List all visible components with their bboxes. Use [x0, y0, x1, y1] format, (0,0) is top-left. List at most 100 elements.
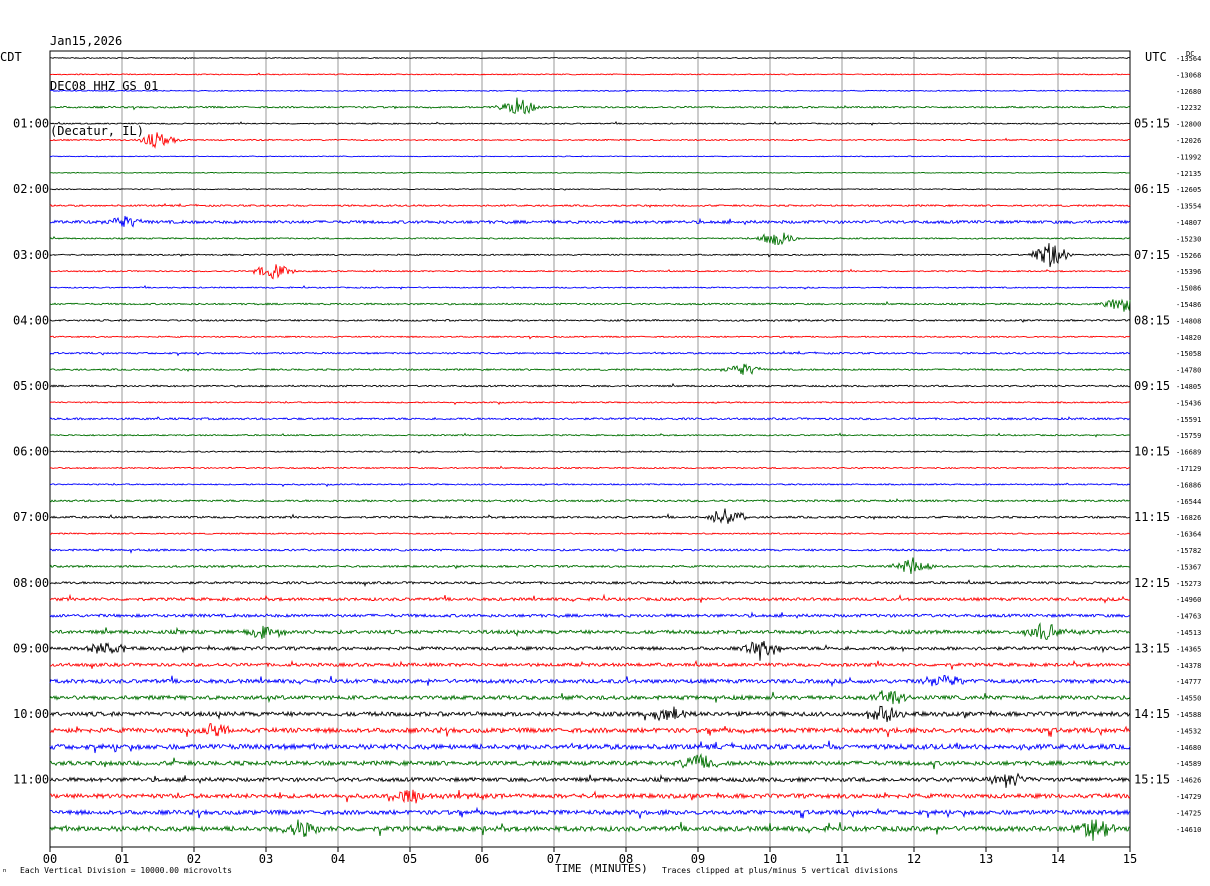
x-tick-label-00: 00 — [43, 852, 57, 866]
trace-1 — [49, 56, 1131, 60]
x-tick-label-14: 14 — [1051, 852, 1065, 866]
trace-offset-label-28: -16544 — [1176, 498, 1201, 506]
trace-5 — [49, 120, 1131, 126]
trace-13 — [49, 243, 1131, 268]
trace-offset-label-27: -16886 — [1176, 481, 1201, 489]
trace-28 — [49, 498, 1130, 503]
trace-offset-label-20: -14780 — [1176, 367, 1201, 375]
trace-20 — [49, 363, 1131, 375]
x-tick-label-03: 03 — [259, 852, 273, 866]
x-tick-label-01: 01 — [115, 852, 129, 866]
right-hour-label-6: 10:15 — [1134, 445, 1170, 459]
trace-offset-label-35: -14763 — [1176, 613, 1201, 621]
left-hour-label-9: 09:00 — [13, 641, 49, 655]
left-hour-label-8: 08:00 — [13, 576, 49, 590]
trace-37 — [49, 640, 1131, 661]
trace-10 — [49, 202, 1131, 209]
trace-29 — [49, 508, 1131, 524]
trace-offset-label-12: -15230 — [1176, 235, 1201, 243]
trace-38 — [49, 659, 1131, 670]
x-tick-label-12: 12 — [907, 852, 921, 866]
trace-4 — [49, 97, 1131, 115]
trace-offset-label-23: -15591 — [1176, 416, 1201, 424]
right-hour-label-11: 15:15 — [1134, 773, 1170, 787]
header-date: Jan15,2026 — [50, 34, 123, 48]
trace-24 — [49, 432, 1131, 438]
trace-offset-label-43: -14680 — [1176, 744, 1201, 752]
trace-offset-label-46: -14729 — [1176, 793, 1201, 801]
trace-offset-label-3: -12680 — [1176, 88, 1201, 96]
trace-offset-label-2: -13068 — [1176, 71, 1201, 79]
plot-frame — [49, 50, 1131, 848]
trace-18 — [49, 335, 1131, 340]
trace-offset-label-4: -12232 — [1176, 104, 1201, 112]
right-hour-label-7: 11:15 — [1134, 510, 1170, 524]
trace-offset-label-34: -14960 — [1176, 596, 1201, 604]
trace-offset-label-29: -16826 — [1176, 514, 1201, 522]
trace-34 — [49, 593, 1131, 604]
header-block: Jan15,2026 DEC08 HHZ GS 01 (Decatur, IL) — [50, 4, 158, 154]
x-tick-label-08: 08 — [619, 852, 633, 866]
trace-offset-label-32: -15367 — [1176, 563, 1201, 571]
trace-27 — [49, 482, 1131, 488]
trace-48 — [49, 819, 1131, 841]
trace-offset-label-17: -14808 — [1176, 317, 1201, 325]
trace-33 — [49, 579, 1131, 588]
trace-8 — [49, 171, 1131, 175]
x-tick-label-13: 13 — [979, 852, 993, 866]
trace-offset-label-26: -17129 — [1176, 465, 1201, 473]
trace-46 — [49, 789, 1131, 804]
trace-21 — [49, 382, 1131, 388]
trace-offset-label-42: -14532 — [1176, 727, 1201, 735]
header-location: (Decatur, IL) — [50, 124, 144, 138]
trace-offset-label-1: -13564 — [1176, 55, 1201, 63]
trace-6 — [49, 132, 1131, 149]
trace-offset-label-40: -14550 — [1176, 695, 1201, 703]
left-hour-label-2: 02:00 — [13, 182, 49, 196]
trace-offset-label-39: -14777 — [1176, 678, 1201, 686]
trace-43 — [49, 740, 1131, 754]
footer-scale-note: Each Vertical Division = 10000.00 microv… — [20, 866, 232, 875]
trace-offset-label-5: -12800 — [1176, 121, 1201, 129]
trace-45 — [49, 772, 1131, 788]
trace-offset-label-8: -12135 — [1176, 170, 1201, 178]
right-timezone-label: UTC — [1145, 50, 1167, 64]
left-hour-label-1: 01:00 — [13, 117, 49, 131]
left-hour-label-3: 03:00 — [13, 248, 49, 262]
trace-22 — [49, 400, 1131, 406]
trace-2 — [49, 72, 1131, 76]
trace-offset-label-11: -14807 — [1176, 219, 1201, 227]
trace-offset-label-21: -14805 — [1176, 383, 1201, 391]
footer-clip-note: Traces clipped at plus/minus 5 vertical … — [662, 866, 899, 875]
trace-offset-label-31: -15782 — [1176, 547, 1201, 555]
header-station: DEC08 HHZ GS 01 — [50, 79, 159, 93]
trace-23 — [49, 416, 1131, 421]
corner-label: DC — [1186, 50, 1195, 58]
trace-offset-label-9: -12605 — [1176, 186, 1201, 194]
trace-offset-label-18: -14820 — [1176, 334, 1201, 342]
trace-offset-label-22: -15436 — [1176, 399, 1201, 407]
x-tick-label-09: 09 — [691, 852, 705, 866]
trace-offset-label-37: -14365 — [1176, 645, 1201, 653]
left-hour-label-7: 07:00 — [13, 510, 49, 524]
x-tick-label-06: 06 — [475, 852, 489, 866]
x-axis-label: TIME (MINUTES) — [555, 862, 648, 875]
right-hour-label-2: 06:15 — [1134, 182, 1170, 196]
trace-47 — [50, 806, 1131, 819]
trace-14 — [49, 264, 1131, 280]
right-hour-label-9: 13:15 — [1134, 641, 1170, 655]
left-hour-label-10: 10:00 — [13, 707, 49, 721]
trace-41 — [50, 705, 1131, 723]
trace-31 — [49, 548, 1131, 554]
x-tick-label-10: 10 — [763, 852, 777, 866]
x-tick-label-05: 05 — [403, 852, 417, 866]
trace-offset-label-19: -15058 — [1176, 350, 1201, 358]
trace-offset-label-41: -14588 — [1176, 711, 1201, 719]
trace-9 — [49, 188, 1131, 191]
right-hour-label-5: 09:15 — [1134, 379, 1170, 393]
trace-30 — [49, 531, 1131, 535]
left-hour-label-11: 11:00 — [13, 773, 49, 787]
trace-offset-label-6: -12026 — [1176, 137, 1201, 145]
trace-offset-label-33: -15273 — [1176, 580, 1201, 588]
